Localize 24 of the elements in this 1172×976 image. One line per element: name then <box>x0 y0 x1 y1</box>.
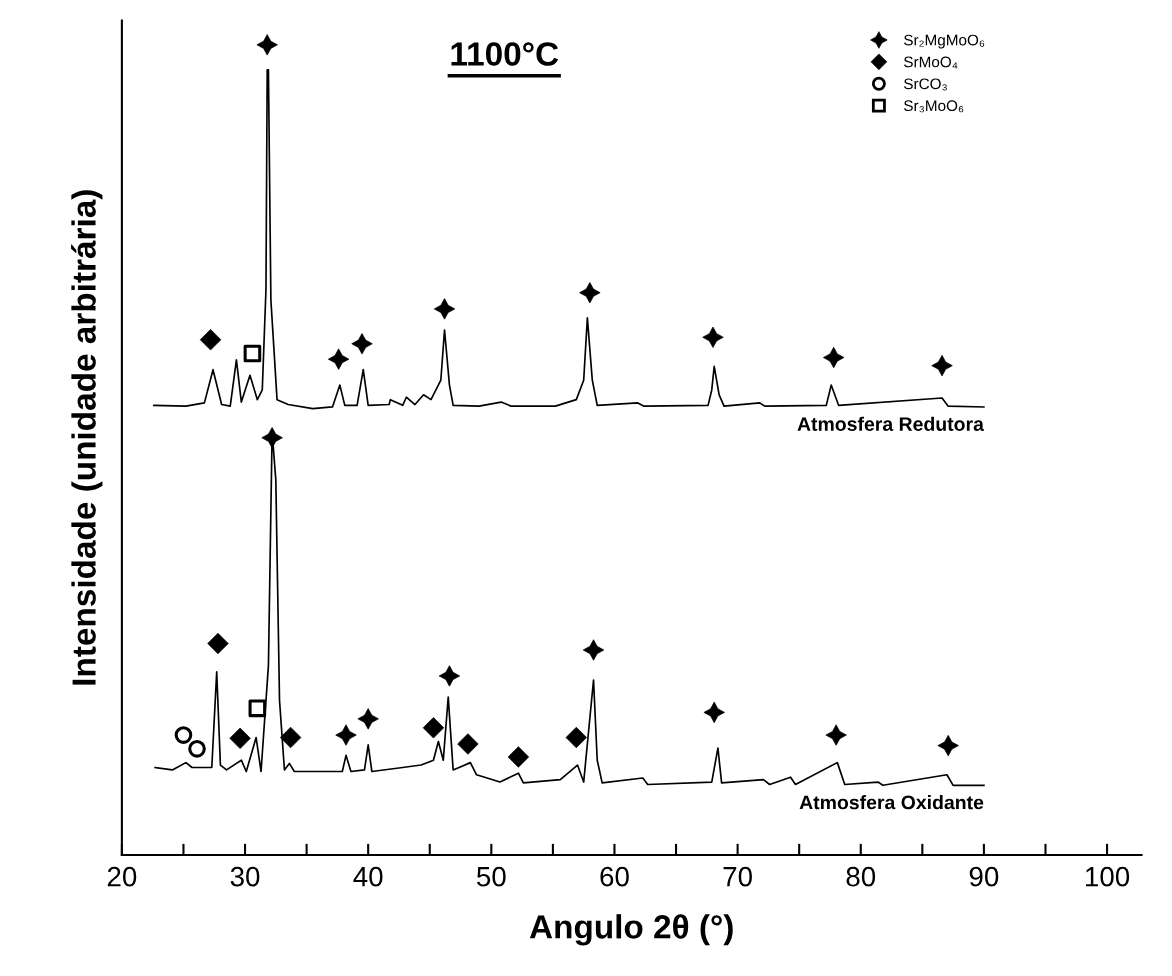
legend-label: SrCO₃ <box>904 78 947 91</box>
x-tick-label: 60 <box>600 866 629 887</box>
x-tick-label: 40 <box>353 866 383 887</box>
point <box>279 726 302 749</box>
legend-label: Sr₃MoO₆ <box>904 100 964 113</box>
point <box>174 726 193 744</box>
y-axis-title: Intensidade (unidade arbitrária) <box>71 190 103 685</box>
point <box>248 699 267 718</box>
x-tick-label: 30 <box>230 866 260 887</box>
legend-label: Sr₂MgMoO₆ <box>904 34 985 49</box>
x-tick-label: 70 <box>723 866 752 887</box>
x-tick-label: 90 <box>969 866 999 887</box>
legend-label: SrMoO₄ <box>904 56 958 69</box>
x-tick-label: 100 <box>1085 866 1130 887</box>
series-label: Atmosfera Redutora <box>797 416 985 431</box>
point <box>457 733 479 755</box>
point <box>188 740 206 758</box>
chart-title: 1100°C <box>451 42 559 66</box>
x-axis-title: Angulo 2θ (°) <box>529 914 733 946</box>
x-tick-label: 80 <box>846 866 876 887</box>
x-tick-label: 50 <box>476 866 506 887</box>
x-tick-label: 20 <box>107 866 137 887</box>
series-label: Atmosfera Oxidante <box>799 795 984 810</box>
point <box>243 344 262 363</box>
